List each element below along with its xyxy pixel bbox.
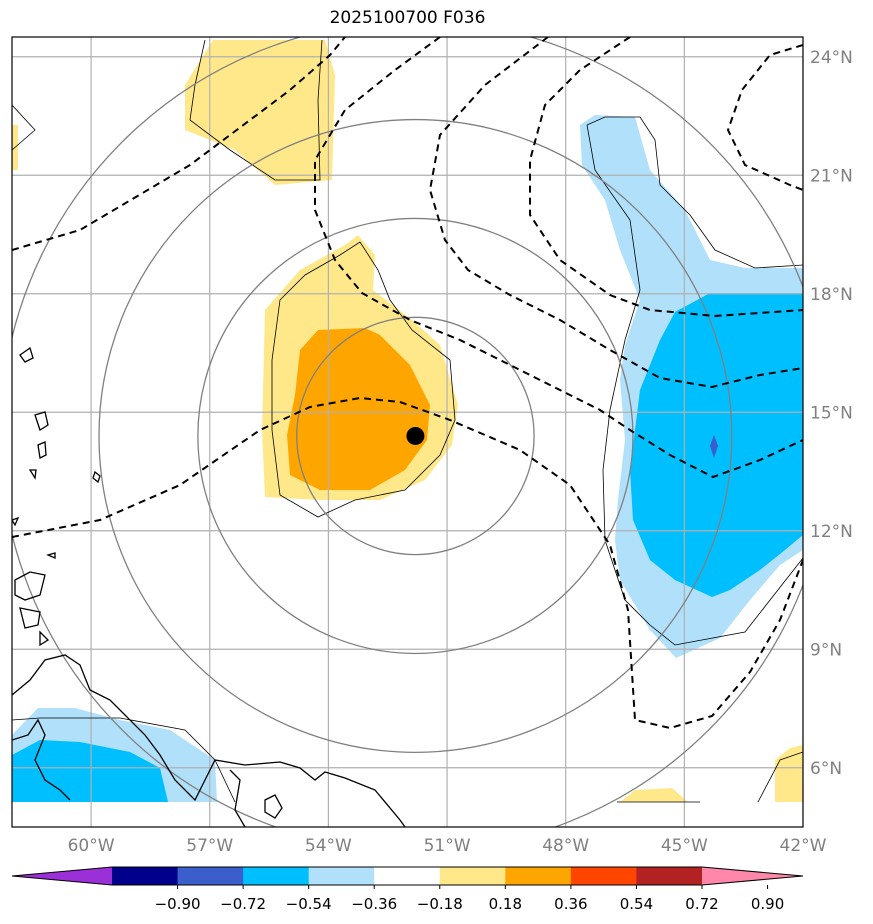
dashed-contour-6 <box>726 44 803 191</box>
lat-label-4: 12°N <box>810 522 853 542</box>
colorbar-label-5: 0.18 <box>489 895 522 913</box>
lat-label-1: 21°N <box>810 166 853 186</box>
thin-contour-west <box>12 104 36 151</box>
island-9 <box>39 630 50 647</box>
colorbar-outline <box>11 866 804 886</box>
lat-label-6: 6°N <box>810 759 842 779</box>
coastline-south-america <box>12 654 406 827</box>
island-4 <box>92 470 101 484</box>
thin-contour-east <box>586 116 803 269</box>
colorbar-segment-5 <box>439 867 506 885</box>
coastline-south-america-inner <box>12 718 71 801</box>
lon-label-5: 45°W <box>661 836 708 856</box>
latitude-labels: 24°N 21°N 18°N 15°N 12°N 9°N 6°N <box>810 48 853 779</box>
dashed-contour-5 <box>529 37 803 318</box>
colorbar-label-6: 0.36 <box>554 895 587 913</box>
colorbar-segment-0 <box>112 867 179 885</box>
lat-label-0: 24°N <box>810 48 853 68</box>
dashed-contour-3 <box>428 37 803 389</box>
positive-anomaly-south <box>620 788 688 802</box>
positive-anomaly-north <box>185 40 335 185</box>
lon-label-6: 42°W <box>780 836 827 856</box>
dashed-contour-4 <box>314 37 803 479</box>
range-ring-1 <box>197 217 634 655</box>
colorbar-label-2: −0.54 <box>286 895 332 913</box>
colorbar-segment-8 <box>636 867 703 885</box>
colorbar-label-1: −0.72 <box>220 895 266 913</box>
range-ring-0 <box>296 316 535 556</box>
thin-contour-east-edge <box>757 751 803 803</box>
positive-anomaly-core <box>287 328 430 490</box>
colorbar-segment-6 <box>505 867 572 885</box>
colorbar-label-0: −0.90 <box>155 895 201 913</box>
shading-layer <box>12 40 803 802</box>
lon-label-2: 54°W <box>305 836 352 856</box>
coastlines <box>12 346 406 827</box>
island-3 <box>37 441 47 459</box>
island-1 <box>19 346 34 363</box>
island-7 <box>14 571 46 601</box>
thin-contour-east-lower <box>586 124 803 646</box>
island-2 <box>34 411 49 431</box>
negative-anomaly-peak <box>710 435 718 458</box>
map-area <box>12 37 803 827</box>
island-10 <box>46 552 56 559</box>
map-title: 2025100700 F036 <box>329 8 486 28</box>
island-8 <box>19 607 41 629</box>
island-trinidad <box>264 794 283 819</box>
lon-label-3: 51°W <box>424 836 471 856</box>
lon-label-4: 48°W <box>542 836 589 856</box>
dashed-contours <box>12 37 803 730</box>
colorbar-segment-1 <box>177 867 244 885</box>
colorbar-label-8: 0.72 <box>685 895 718 913</box>
colorbar-extend-low <box>12 867 112 885</box>
map-frame <box>11 36 804 828</box>
gridlines <box>12 37 803 827</box>
colorbar-extend-high <box>702 867 803 885</box>
colorbar-segment-2 <box>243 867 310 885</box>
lat-label-5: 9°N <box>810 640 842 660</box>
dashed-contour-2 <box>12 396 803 730</box>
colorbar <box>11 866 804 886</box>
thin-contours <box>12 39 803 803</box>
colorbar-label-4: −0.18 <box>417 895 463 913</box>
island-5 <box>28 469 37 480</box>
colorbar-label-3: −0.36 <box>351 895 397 913</box>
thin-contour-southwest <box>12 717 236 803</box>
negative-anomaly-southwest-core <box>12 740 168 802</box>
storm-center-marker <box>406 426 425 445</box>
colorbar-label-9: 0.90 <box>751 895 784 913</box>
colorbar-label-7: 0.54 <box>620 895 653 913</box>
lat-label-3: 15°N <box>810 403 853 423</box>
longitude-labels: 60°W 57°W 54°W 51°W 48°W 45°W 42°W <box>68 836 827 856</box>
lon-label-1: 57°W <box>186 836 233 856</box>
colorbar-segment-4 <box>374 867 441 885</box>
range-rings <box>12 37 803 827</box>
colorbar-labels: −0.90 −0.72 −0.54 −0.36 −0.18 0.18 0.36 0.54 0.7… <box>155 885 784 913</box>
lat-label-2: 18°N <box>810 285 853 305</box>
lon-label-0: 60°W <box>68 836 115 856</box>
colorbar-segment-7 <box>570 867 637 885</box>
colorbar-segment-3 <box>308 867 375 885</box>
thin-contour-central <box>271 241 456 518</box>
coastline-guiana <box>229 769 246 827</box>
island-6 <box>12 516 20 527</box>
range-ring-2 <box>98 118 733 754</box>
